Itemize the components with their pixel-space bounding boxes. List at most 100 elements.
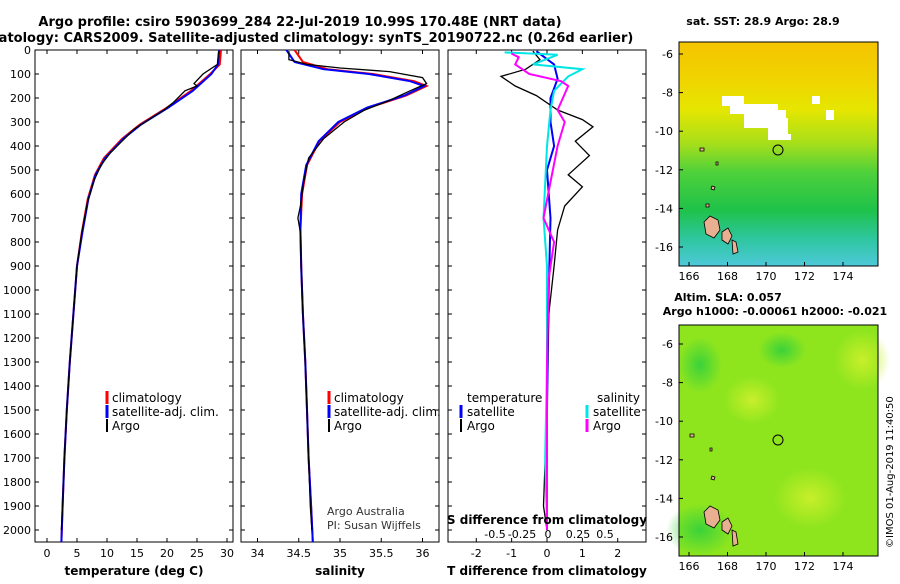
sla-map-title-line2: Argo h1000: -0.00061 h2000: -0.021 [663, 305, 887, 318]
figure-title-line1: Argo profile: csiro 5903699_284 22-Jul-2… [38, 15, 561, 30]
imos-credit: ©IMOS 01-Aug-2019 11:40:50 [885, 396, 896, 548]
x-tick-label: 34.5 [287, 547, 312, 560]
depth-tick-label: 900 [10, 260, 31, 273]
pi-annotation: PI: Susan Wijffels [327, 519, 421, 532]
depth-tick-label: 700 [10, 212, 31, 225]
legend-temperature-title: temperature [467, 391, 542, 405]
sla-argo-position-marker [772, 434, 784, 446]
depth-tick-label: 2000 [3, 524, 31, 537]
map-x-tick-label: 170 [756, 560, 777, 573]
difference-x-axis: -2 -1 0 1 2 [471, 50, 621, 560]
sla-high-anomaly [724, 376, 780, 424]
depth-tick-label: 1000 [3, 284, 31, 297]
s-difference-label: S difference from climatology [447, 513, 647, 527]
sla-map-panel: Altim. SLA: 0.057 Argo h1000: -0.00061 h… [655, 291, 890, 573]
salinity-plot-frame [240, 49, 440, 543]
map-y-tick-label: -8 [662, 377, 673, 390]
sla-low-anomaly [678, 337, 722, 393]
series-line-s-satellite [504, 51, 586, 531]
salinity-panel: 34 34.5 35 35.5 36 climatology satellite-adj… [240, 49, 441, 578]
x-tick-label: 20 [160, 547, 174, 560]
depth-tick-label: 100 [10, 68, 31, 81]
t-difference-label: T difference from climatology [447, 564, 647, 578]
depth-tick-label: 1800 [3, 476, 31, 489]
series-line-argo [60, 51, 220, 531]
legend-climatology-label: climatology [112, 391, 182, 405]
sst-map-panel: sat. SST: 28.9 Argo: 28.9 [655, 15, 879, 283]
x-tick-label: -2 [471, 547, 482, 560]
sla-high-anomaly [774, 468, 846, 528]
map-x-tick-label: 174 [833, 560, 854, 573]
map-y-tick-label: -16 [655, 241, 673, 254]
sst-map-frame [678, 41, 879, 267]
depth-tick-label: 800 [10, 236, 31, 249]
depth-tick-label: 300 [10, 116, 31, 129]
difference-panel: -2 -1 0 1 2 temperature satellite Argo salin… [447, 49, 647, 578]
x-tick-label: 36 [416, 547, 430, 560]
x-tick-label: 10 [100, 547, 114, 560]
x-tick-label: 15 [130, 547, 144, 560]
salinity-x-axis: 34 34.5 35 35.5 36 [251, 50, 430, 560]
x-tick-label: 1 [579, 547, 586, 560]
legend-t-satellite-label: satellite [467, 405, 515, 419]
s-tick-label: 0.5 [596, 528, 614, 541]
depth-tick-label: 1700 [3, 452, 31, 465]
map-x-tick-label: 168 [717, 560, 738, 573]
series-line-s-argo [511, 52, 570, 530]
series-line-climatology [293, 49, 430, 543]
map-y-tick-label: -12 [655, 164, 673, 177]
sla-map-title-line1: Altim. SLA: 0.057 [674, 291, 781, 304]
sst-map-title: sat. SST: 28.9 Argo: 28.9 [686, 15, 839, 28]
map-x-tick-label: 172 [794, 560, 815, 573]
map-y-tick-label: -6 [662, 48, 673, 61]
temperature-x-label: temperature (deg C) [65, 564, 204, 578]
sla-high-anomaly [834, 330, 890, 390]
map-x-tick-label: 166 [679, 560, 700, 573]
sla-land-islands [689, 433, 739, 547]
x-tick-label: 5 [74, 547, 81, 560]
s-tick-label: 0 [545, 528, 552, 541]
legend-satellite-label: satellite-adj. clim. [334, 405, 441, 419]
salinity-x-label: salinity [315, 564, 365, 578]
legend-salinity-title: salinity [597, 391, 640, 405]
legend-satellite-label: satellite-adj. clim. [112, 405, 219, 419]
x-tick-label: 25 [190, 547, 204, 560]
legend-argo-label: Argo [334, 419, 362, 433]
depth-tick-label: 600 [10, 188, 31, 201]
depth-tick-label: 1500 [3, 404, 31, 417]
temperature-plot-frame [34, 49, 234, 543]
figure-title-line2: Climatology: CARS2009. Satellite-adjuste… [0, 31, 633, 46]
x-tick-label: -1 [506, 547, 517, 560]
sla-map-axes: 166 168 170 172 174 -6 -8 -10 -12 -14 -16 [655, 338, 853, 573]
s-tick-label: -0.5 [484, 528, 505, 541]
map-x-tick-label: 168 [717, 270, 738, 283]
x-tick-label: 2 [614, 547, 621, 560]
sst-cloud-mask [722, 96, 834, 140]
map-y-tick-label: -6 [662, 338, 673, 351]
legend-s-satellite-label: satellite [593, 405, 641, 419]
sst-argo-position-marker [772, 144, 784, 156]
map-x-tick-label: 174 [833, 270, 854, 283]
depth-axis: 0 100 200 300 400 500 600 700 800 900 1000 1100 1200… [3, 44, 233, 537]
depth-tick-label: 200 [10, 92, 31, 105]
s-tick-label: -0.25 [508, 528, 536, 541]
depth-tick-label: 500 [10, 164, 31, 177]
sla-low-anomaly [758, 332, 806, 368]
x-tick-label: 35.5 [369, 547, 394, 560]
series-line-satellite-adj-clim- [285, 49, 427, 543]
difference-lines [499, 50, 595, 531]
legend-s-argo-label: Argo [593, 419, 621, 433]
sst-land-islands [699, 147, 739, 255]
salinity-depth-ticks [241, 49, 439, 531]
depth-tick-label: 1300 [3, 356, 31, 369]
depth-tick-label: 400 [10, 140, 31, 153]
temperature-lines [60, 49, 222, 543]
temperature-legend: climatology satellite-adj. clim. Argo [105, 391, 219, 433]
x-tick-label: 30 [220, 547, 234, 560]
difference-legend: temperature satellite Argo salinity sate… [459, 391, 641, 433]
map-y-tick-label: -12 [655, 454, 673, 467]
temperature-x-axis: 0 5 10 15 20 25 30 [44, 50, 234, 560]
depth-tick-label: 1400 [3, 380, 31, 393]
